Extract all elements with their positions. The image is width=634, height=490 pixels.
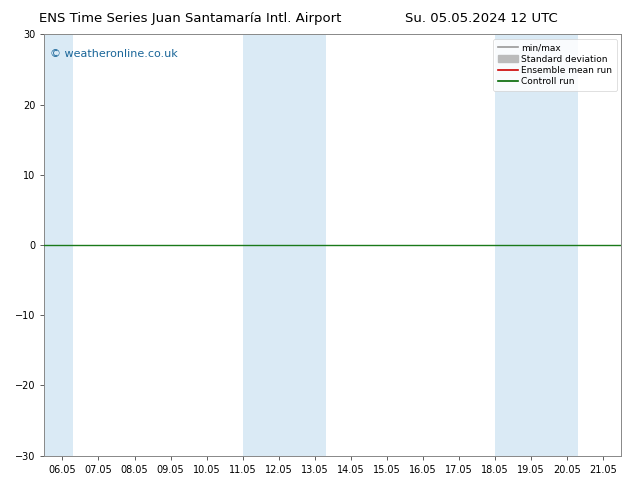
Bar: [44, 34, 73, 456]
Bar: [243, 34, 326, 456]
Text: ENS Time Series Juan Santamaría Intl. Airport: ENS Time Series Juan Santamaría Intl. Ai…: [39, 12, 341, 25]
Text: © weatheronline.co.uk: © weatheronline.co.uk: [50, 49, 178, 59]
Text: Su. 05.05.2024 12 UTC: Su. 05.05.2024 12 UTC: [406, 12, 558, 25]
Legend: min/max, Standard deviation, Ensemble mean run, Controll run: min/max, Standard deviation, Ensemble me…: [493, 39, 617, 91]
Bar: [495, 34, 578, 456]
